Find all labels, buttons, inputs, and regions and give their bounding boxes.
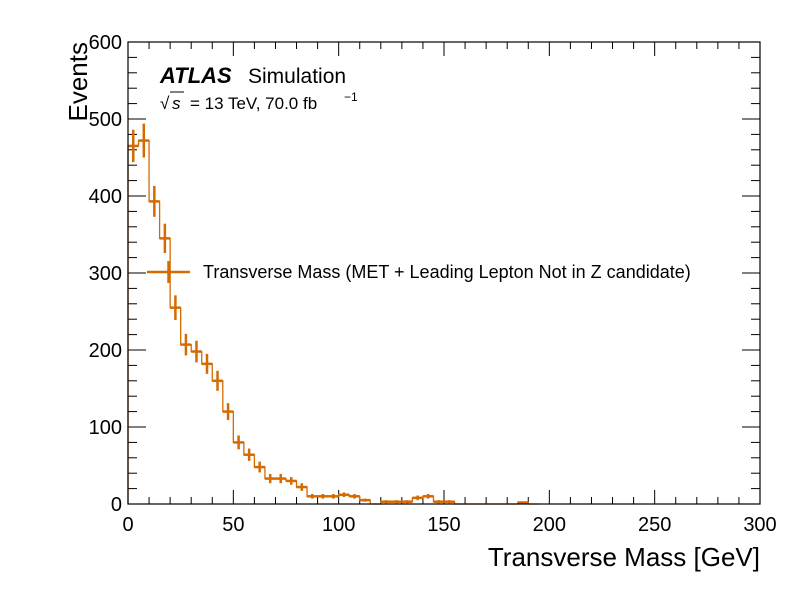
histogram-series: [127, 123, 539, 505]
histogram-outline: [127, 139, 539, 505]
x-tick-label: 0: [122, 514, 133, 536]
legend: Transverse Mass (MET + Leading Lepton No…: [147, 261, 691, 283]
y-axis-title: Events: [63, 42, 93, 122]
y-tick-label: 100: [89, 417, 122, 439]
sqrt-s-symbol: √ s: [160, 91, 184, 113]
x-tick-label: 250: [638, 514, 671, 536]
legend-label: Transverse Mass (MET + Leading Lepton No…: [203, 262, 691, 282]
x-tick-label: 200: [533, 514, 566, 536]
atlas-label: ATLAS Simulation √ s = 13 TeV, 70.0 fb −…: [159, 63, 358, 113]
plot-frame: [127, 41, 761, 505]
y-tick-label: 0: [111, 494, 122, 516]
atlas-experiment-label: ATLAS: [159, 63, 232, 88]
atlas-status-label: Simulation: [248, 65, 346, 88]
x-axis-title: Transverse Mass [GeV]: [488, 542, 760, 572]
energy-lumi-label: = 13 TeV, 70.0 fb: [190, 94, 317, 113]
tick-labels: 0 50 100 150 200 250 300 0 100 200 300 400 500 600: [89, 32, 777, 536]
y-tick-label: 300: [89, 263, 122, 285]
x-tick-label: 50: [222, 514, 244, 536]
x-tick-label: 100: [322, 514, 355, 536]
y-tick-label: 200: [89, 340, 122, 362]
y-tick-label: 500: [89, 109, 122, 131]
y-tick-label: 600: [89, 32, 122, 54]
lumi-exponent: −1: [344, 90, 358, 104]
s-symbol: s: [172, 94, 181, 113]
y-tick-label: 400: [89, 186, 122, 208]
sqrt-symbol: √: [160, 94, 170, 113]
x-tick-label: 150: [427, 514, 460, 536]
x-tick-label: 300: [743, 514, 776, 536]
